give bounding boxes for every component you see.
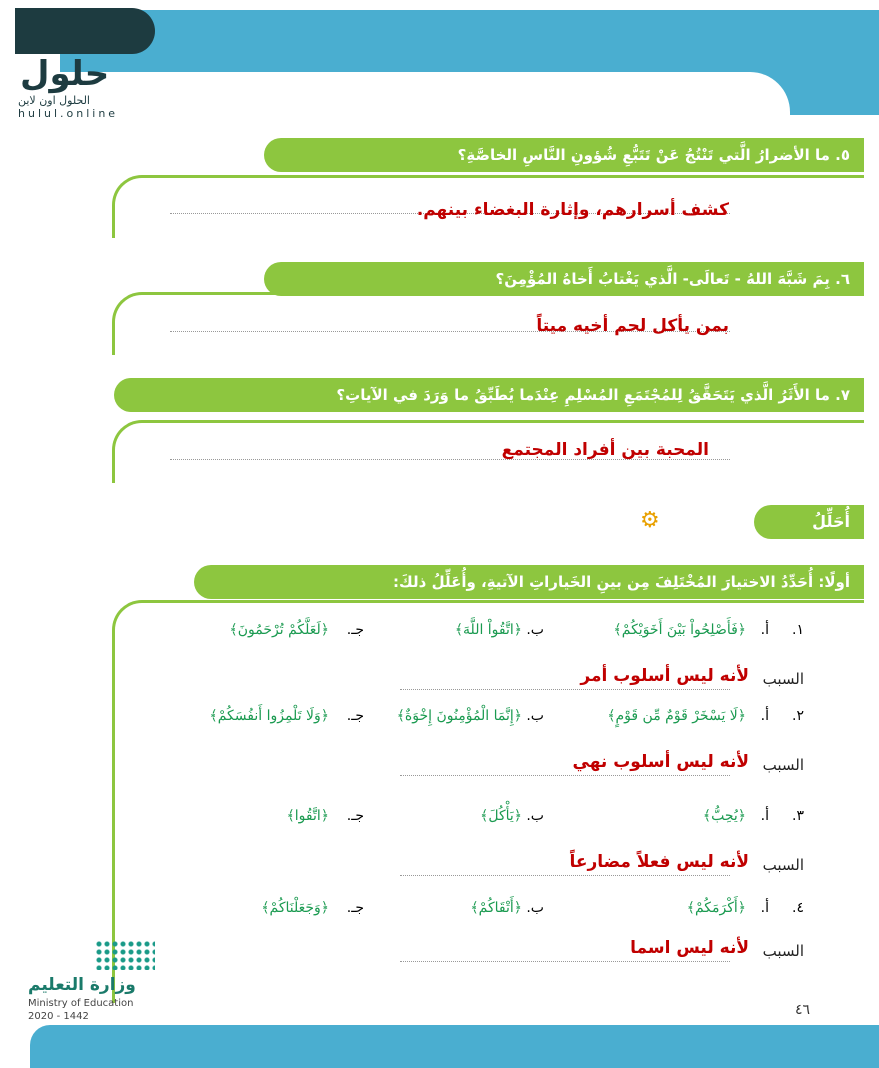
answer-line xyxy=(170,330,730,332)
choice-a: ﴿يُحِبُّ﴾ xyxy=(702,808,746,824)
reason-answer[interactable]: لأنه ليس أسلوب أمر xyxy=(580,666,749,686)
logo-subtitle: الحلول اون لاين xyxy=(18,94,90,107)
choice-a: ﴿فَأَصْلِحُواْ بَيْنَ أَخَوَيْكُمْ﴾ xyxy=(613,622,746,638)
choice-a: ﴿لَا يَسْخَرْ قَوْمٌ مِّن قَوْمٍ﴾ xyxy=(607,708,746,724)
reason-line xyxy=(400,874,730,876)
choice-b-label: ب. xyxy=(526,808,544,824)
choice-a: ﴿أَكْرَمَكُمْ﴾ xyxy=(686,900,746,916)
choice-b-label: ب. xyxy=(526,622,544,638)
header-cutout xyxy=(0,72,790,132)
answer-5[interactable]: كشف أسرارهم، وإثارة البغضاء بينهم. xyxy=(416,200,729,220)
question-5: ٥. ما الأضرارُ الَّتي تَنْتُجُ عَنْ تَتَ… xyxy=(264,138,864,172)
item-number: ١. xyxy=(792,622,804,638)
choice-c-label: جـ. xyxy=(346,900,364,916)
choice-row: ١. أ. ﴿فَأَصْلِحُواْ بَيْنَ أَخَوَيْكُمْ… xyxy=(164,622,804,646)
question-6: ٦. بِمَ شَبَّهَ اللهُ - تَعالَى- الَّذي … xyxy=(264,262,864,296)
answer-box-7 xyxy=(112,420,864,483)
choice-c-label: جـ. xyxy=(346,808,364,824)
choice-b: ﴿يَأْكُلَ﴾ xyxy=(480,808,522,824)
choice-row: ٣. أ. ﴿يُحِبُّ﴾ ب. ﴿يَأْكُلَ﴾ جـ. ﴿اتَّق… xyxy=(164,808,804,832)
reason-answer[interactable]: لأنه ليس أسلوب نهي xyxy=(572,752,750,772)
choice-a-label: أ. xyxy=(760,808,769,824)
answer-line xyxy=(170,212,730,214)
choice-b-label: ب. xyxy=(526,708,544,724)
reason-label: السبب xyxy=(762,942,804,960)
choice-a-label: أ. xyxy=(760,622,769,638)
choice-c: ﴿لَعَلَّكُمْ تُرْحَمُونَ﴾ xyxy=(229,622,329,638)
choice-c: ﴿اتَّقُوا﴾ xyxy=(286,808,329,824)
choice-b: ﴿إِنَّمَا الْمُؤْمِنُونَ إِخْوَةٌ﴾ xyxy=(396,708,522,724)
page-number: ٤٦ xyxy=(795,1002,811,1018)
item-number: ٣. xyxy=(792,808,804,824)
item-number: ٢. xyxy=(792,708,804,724)
reason-line xyxy=(400,774,730,776)
instruction: أولًا: أُحَدِّدُ الاختيارَ المُخْتَلِفَ … xyxy=(194,565,864,599)
choice-b-label: ب. xyxy=(526,900,544,916)
answer-box-6 xyxy=(112,292,864,355)
reason-label: السبب xyxy=(762,856,804,874)
answer-box-5 xyxy=(112,175,864,238)
reason-answer[interactable]: لأنه ليس فعلاً مضارعاً xyxy=(569,852,749,872)
exercise-box xyxy=(112,600,864,1003)
magnifier-gear-icon: ⚙ xyxy=(640,508,660,533)
choice-a-label: أ. xyxy=(760,900,769,916)
answer-7[interactable]: المحبة بين أفراد المجتمع xyxy=(501,440,709,460)
choice-c-label: جـ. xyxy=(346,708,364,724)
choice-c-label: جـ. xyxy=(346,622,364,638)
choice-b: ﴿اتَّقُواْ اللَّهَ﴾ xyxy=(454,622,522,638)
reason-label: السبب xyxy=(762,670,804,688)
ministry-year: 2020 - 1442 xyxy=(28,1011,89,1022)
question-7: ٧. ما الأَثَرُ الَّذي يَتَحَقَّقُ لِلمُج… xyxy=(114,378,864,412)
logo-text: حلول xyxy=(20,54,110,94)
reason-line xyxy=(400,688,730,690)
logo-book-icon xyxy=(15,8,155,54)
item-number: ٤. xyxy=(792,900,804,916)
choice-c: ﴿وَجَعَلْنَاكُمْ﴾ xyxy=(261,900,329,916)
reason-line xyxy=(400,960,730,962)
choice-row: ٤. أ. ﴿أَكْرَمَكُمْ﴾ ب. ﴿أَتْقَاكُمْ﴾ جـ… xyxy=(164,900,804,924)
site-logo: حلول الحلول اون لاين hulul.online xyxy=(10,8,170,128)
ministry-name-en: Ministry of Education xyxy=(28,998,134,1009)
choice-a-label: أ. xyxy=(760,708,769,724)
ministry-name-ar: وزارة التعليم xyxy=(28,975,136,995)
choice-row: ٢. أ. ﴿لَا يَسْخَرْ قَوْمٌ مِّن قَوْمٍ﴾ … xyxy=(164,708,804,732)
answer-6[interactable]: بمن يأكل لحم أخيه ميتاً xyxy=(536,316,729,336)
reason-answer[interactable]: لأنه ليس اسما xyxy=(630,938,749,958)
choice-b: ﴿أَتْقَاكُمْ﴾ xyxy=(470,900,522,916)
logo-url: hulul.online xyxy=(18,107,119,120)
ministry-logo-icon xyxy=(95,940,155,970)
footer-band xyxy=(30,1025,879,1068)
section-title: أُحَلِّلُ xyxy=(754,505,864,539)
choice-c: ﴿وَلَا تَلْمِزُوا أَنفُسَكُمْ﴾ xyxy=(209,708,329,724)
reason-label: السبب xyxy=(762,756,804,774)
answer-line xyxy=(170,458,730,460)
